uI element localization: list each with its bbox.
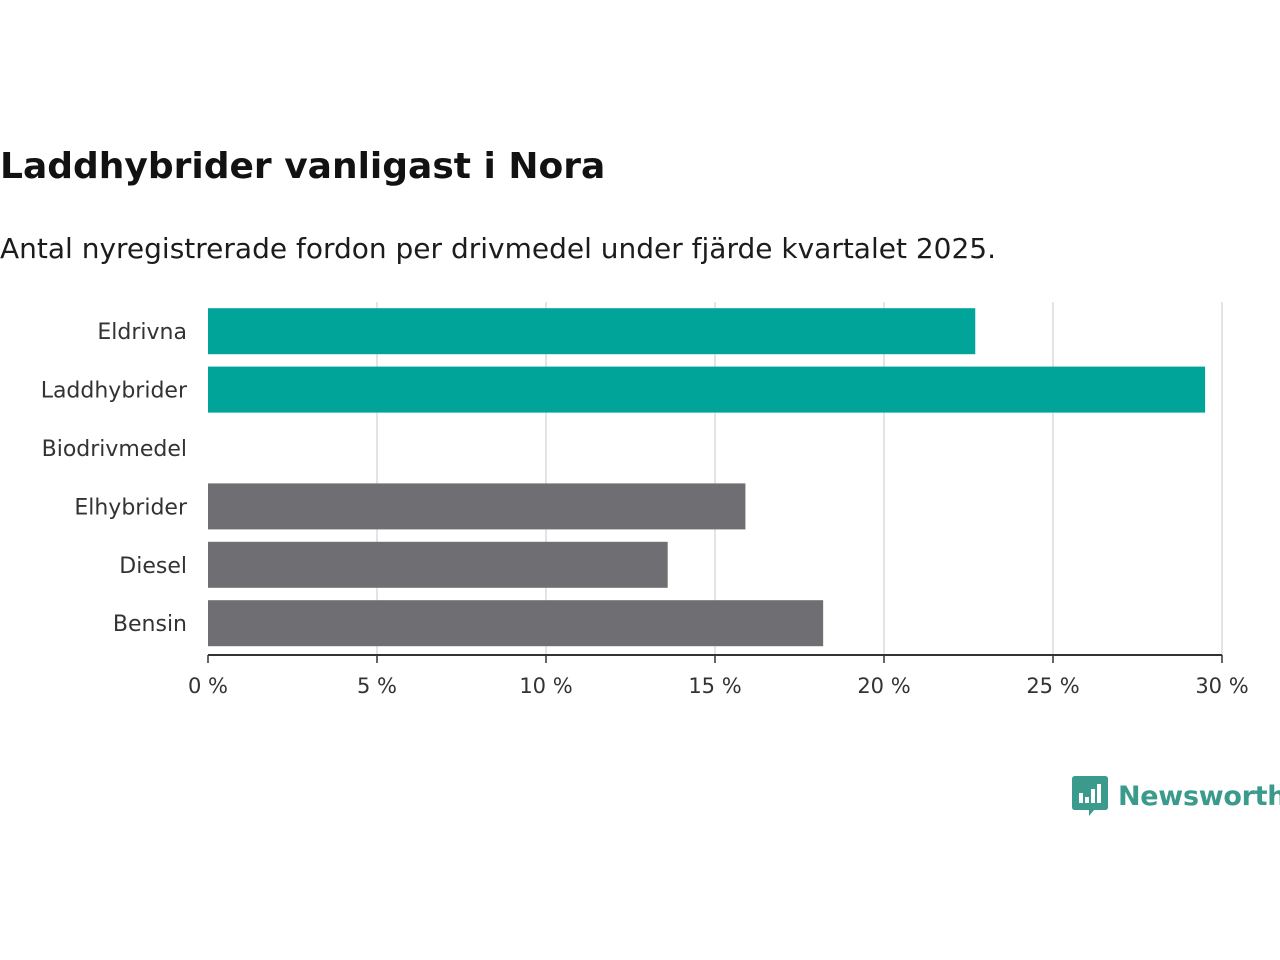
brand-name: Newsworthy: [1118, 780, 1280, 812]
bars: [208, 308, 1206, 647]
category-label: Eldrivna: [97, 320, 187, 345]
chart-subtitle: Antal nyregistrerade fordon per drivmede…: [0, 232, 997, 265]
bar-elhybrider: [208, 483, 746, 530]
category-label: Biodrivmedel: [42, 437, 187, 462]
x-tick-label: 10 %: [519, 674, 572, 698]
category-labels: Eldrivna Laddhybrider Biodrivmedel Elhybrid…: [41, 320, 188, 637]
category-label: Elhybrider: [74, 495, 188, 520]
x-tick-label: 15 %: [688, 674, 741, 698]
x-tick-label: 20 %: [857, 674, 910, 698]
newsworthy-logo-icon: [1072, 776, 1108, 816]
x-tick-label: 0 %: [188, 674, 228, 698]
category-label: Laddhybrider: [41, 379, 188, 404]
bar-chart: 0 % 5 % 10 % 15 % 20 % 25 % 30 % Eldrivna Laddh…: [41, 302, 1249, 698]
bar-diesel: [208, 541, 668, 588]
chart-title: Laddhybrider vanligast i Nora: [0, 146, 606, 187]
bar-eldrivna: [208, 308, 976, 355]
bar-laddhybrider: [208, 366, 1206, 413]
x-tick-label: 25 %: [1026, 674, 1079, 698]
x-tick-label: 5 %: [357, 674, 397, 698]
bar-bensin: [208, 600, 824, 647]
grid-lines: [376, 302, 1223, 655]
category-label: Diesel: [119, 554, 187, 579]
category-label: Bensin: [113, 612, 187, 637]
x-tick-label: 30 %: [1195, 674, 1248, 698]
x-axis: 0 % 5 % 10 % 15 % 20 % 25 % 30 %: [188, 654, 1249, 698]
brand-logo: Newsworthy: [1072, 776, 1280, 816]
